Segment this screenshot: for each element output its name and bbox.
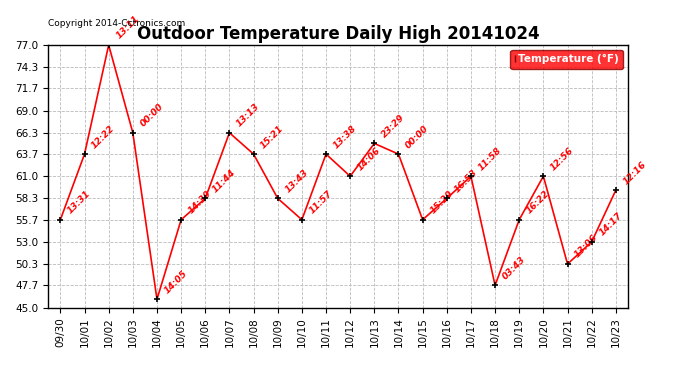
- Legend: Temperature (°F): Temperature (°F): [511, 50, 622, 69]
- Text: 13:06: 13:06: [573, 233, 600, 260]
- Text: 12:16: 12:16: [622, 159, 648, 186]
- Title: Outdoor Temperature Daily High 20141024: Outdoor Temperature Daily High 20141024: [137, 26, 540, 44]
- Text: 00:00: 00:00: [404, 123, 431, 150]
- Text: 14:39: 14:39: [187, 189, 213, 216]
- Text: 13:31: 13:31: [66, 189, 92, 216]
- Text: 14:06: 14:06: [356, 146, 382, 172]
- Text: 11:57: 11:57: [308, 189, 334, 216]
- Text: 16:53: 16:53: [453, 168, 479, 194]
- Text: 12:56: 12:56: [549, 146, 575, 172]
- Text: 12:22: 12:22: [90, 123, 117, 150]
- Text: 13:38: 13:38: [332, 123, 358, 150]
- Text: 14:17: 14:17: [598, 211, 624, 238]
- Text: 23:29: 23:29: [380, 112, 406, 139]
- Text: 14:05: 14:05: [163, 268, 189, 295]
- Text: Copyright 2014-Cctronics.com: Copyright 2014-Cctronics.com: [48, 19, 186, 28]
- Text: 15:21: 15:21: [259, 123, 286, 150]
- Text: 03:43: 03:43: [501, 255, 527, 281]
- Text: 11:44: 11:44: [211, 168, 237, 194]
- Text: 13:13: 13:13: [235, 102, 262, 129]
- Text: 11:58: 11:58: [477, 146, 503, 172]
- Text: 15:29: 15:29: [428, 189, 455, 216]
- Text: 00:00: 00:00: [139, 102, 165, 129]
- Text: 13:11: 13:11: [115, 14, 141, 41]
- Text: 16:22: 16:22: [525, 189, 551, 216]
- Text: 13:43: 13:43: [284, 168, 310, 194]
